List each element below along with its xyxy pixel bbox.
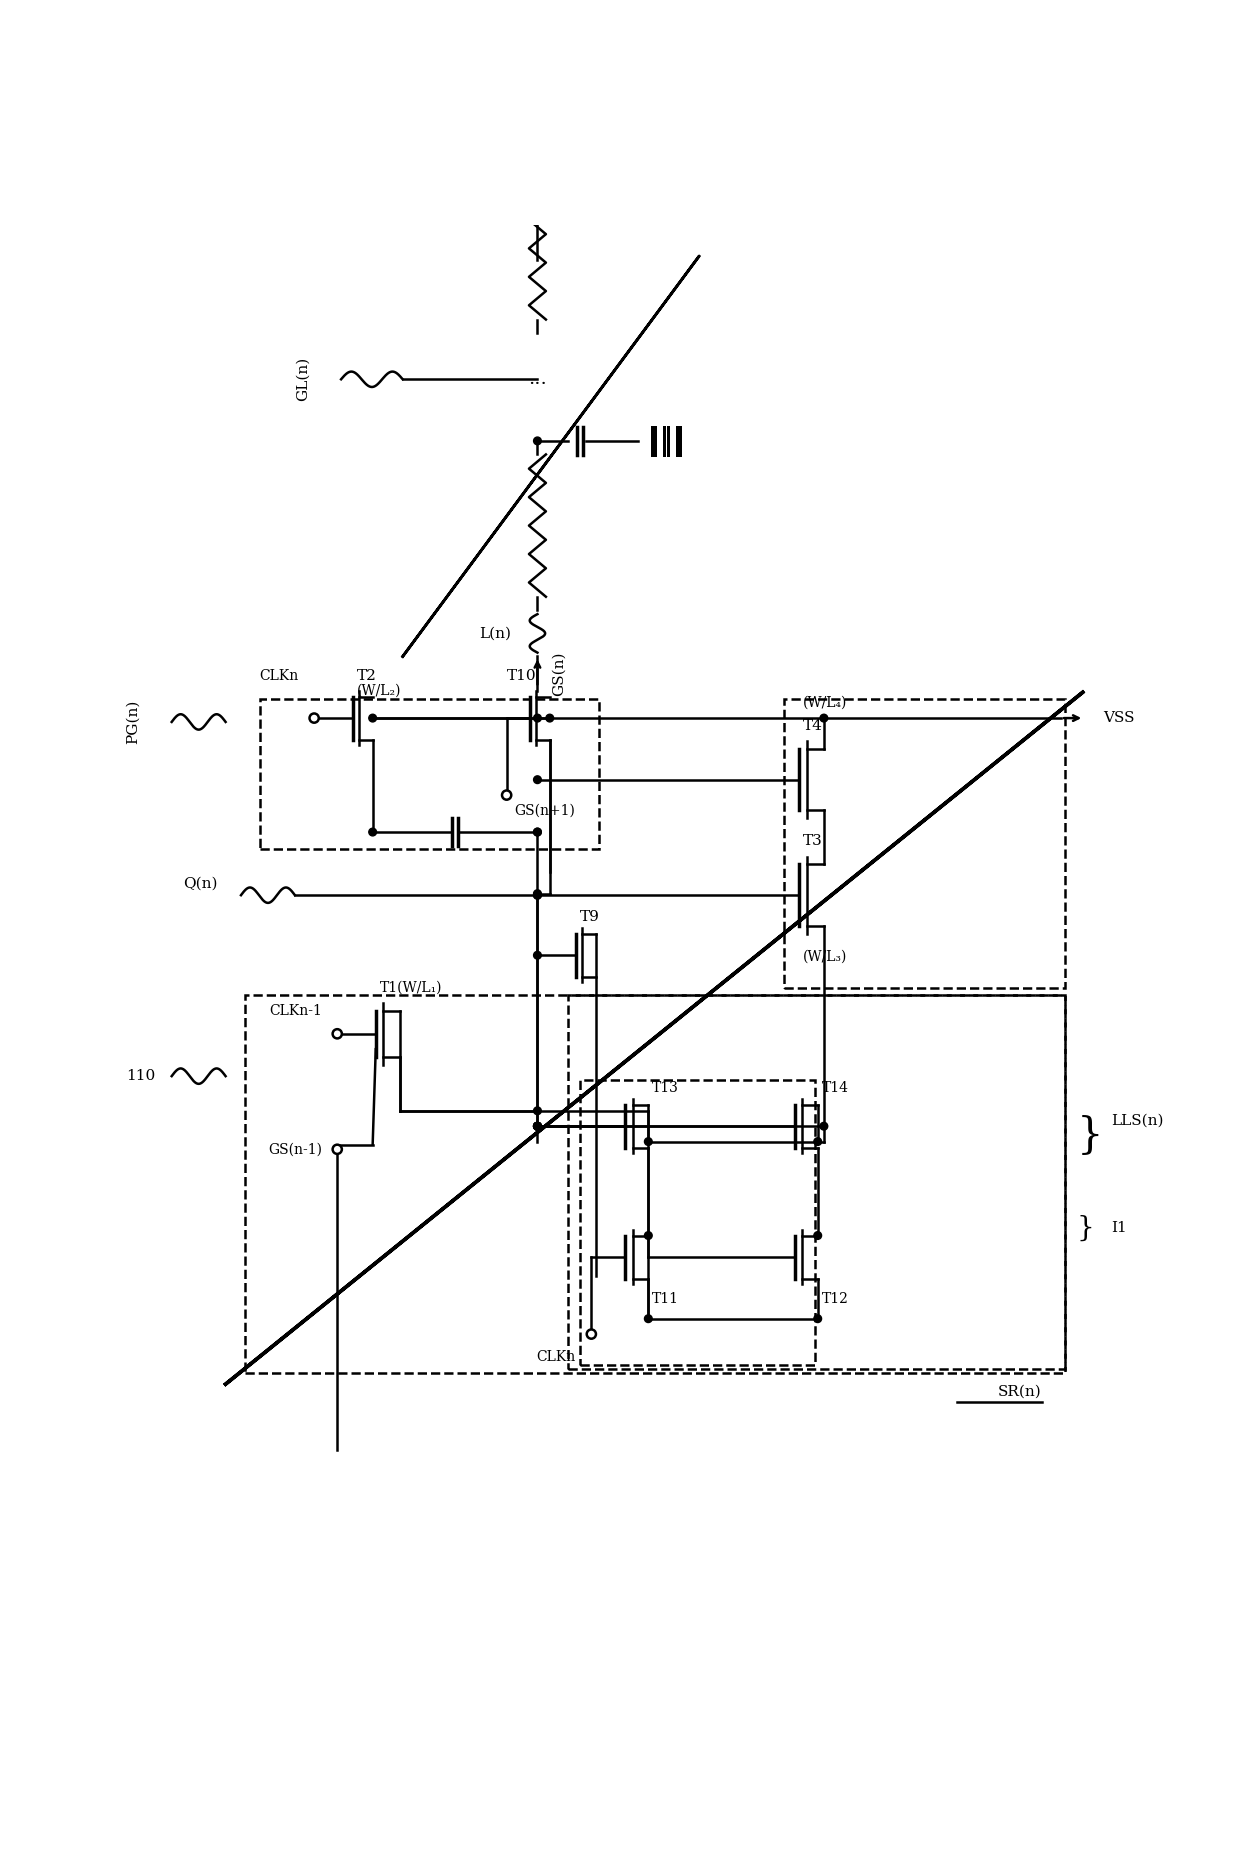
- Circle shape: [534, 1123, 541, 1130]
- Text: (W/L₃): (W/L₃): [803, 950, 848, 964]
- Circle shape: [534, 891, 541, 900]
- Text: GS(n-1): GS(n-1): [268, 1143, 322, 1156]
- Circle shape: [369, 715, 377, 722]
- Text: T13: T13: [652, 1081, 679, 1095]
- Bar: [580, 1080, 815, 1364]
- Text: CLKn: CLKn: [536, 1351, 577, 1364]
- Circle shape: [820, 715, 828, 722]
- Circle shape: [333, 1029, 342, 1038]
- Circle shape: [534, 1123, 541, 1130]
- Circle shape: [644, 1315, 652, 1323]
- Text: CLKn-1: CLKn-1: [269, 1003, 322, 1018]
- Bar: [568, 995, 1065, 1370]
- Text: }: }: [1076, 1214, 1094, 1242]
- Circle shape: [534, 1123, 541, 1130]
- Circle shape: [534, 891, 541, 898]
- Circle shape: [814, 1138, 821, 1145]
- Text: (W/L₂): (W/L₂): [357, 685, 401, 698]
- Text: T11: T11: [652, 1293, 679, 1306]
- Text: GS(n): GS(n): [551, 651, 565, 696]
- Text: CLKn: CLKn: [260, 668, 299, 683]
- Circle shape: [333, 1145, 342, 1154]
- Circle shape: [534, 1123, 541, 1130]
- Text: LLS(n): LLS(n): [1112, 1113, 1163, 1128]
- Circle shape: [369, 829, 377, 836]
- Circle shape: [534, 891, 541, 900]
- Text: ...: ...: [528, 370, 546, 389]
- Circle shape: [534, 829, 541, 836]
- Circle shape: [534, 1123, 541, 1130]
- Circle shape: [502, 790, 511, 799]
- Text: }: }: [1076, 1115, 1103, 1156]
- Circle shape: [820, 1123, 828, 1130]
- Circle shape: [534, 159, 541, 168]
- Text: GS(n+1): GS(n+1): [515, 803, 575, 818]
- Text: (W/L₄): (W/L₄): [803, 696, 848, 709]
- Text: T9: T9: [580, 909, 599, 924]
- Circle shape: [534, 950, 541, 960]
- Circle shape: [814, 1231, 821, 1239]
- Circle shape: [534, 776, 541, 784]
- Circle shape: [644, 1231, 652, 1239]
- Circle shape: [546, 715, 554, 722]
- Text: T14: T14: [821, 1081, 849, 1095]
- Text: T12: T12: [821, 1293, 849, 1306]
- Circle shape: [814, 1315, 821, 1323]
- Text: 110: 110: [127, 1068, 156, 1083]
- Text: PG(n): PG(n): [126, 700, 141, 745]
- Circle shape: [534, 438, 541, 445]
- Text: T10: T10: [507, 668, 536, 683]
- Text: T3: T3: [803, 834, 823, 848]
- Text: SR(n): SR(n): [999, 1385, 1041, 1400]
- Bar: [245, 995, 1065, 1373]
- Circle shape: [534, 715, 541, 722]
- Text: L(n): L(n): [479, 627, 511, 640]
- Circle shape: [644, 1138, 652, 1145]
- Circle shape: [587, 1330, 595, 1340]
- Text: I1: I1: [1112, 1222, 1127, 1235]
- Text: VSS: VSS: [1103, 711, 1135, 726]
- Bar: [260, 700, 599, 849]
- Text: T2: T2: [357, 668, 377, 683]
- Text: T4: T4: [803, 718, 823, 733]
- Text: Q(n): Q(n): [183, 877, 217, 891]
- Circle shape: [534, 1123, 541, 1130]
- Circle shape: [309, 713, 319, 722]
- Text: T1(W/L₁): T1(W/L₁): [379, 980, 442, 995]
- Circle shape: [534, 829, 541, 836]
- Text: GL(n): GL(n): [295, 357, 309, 402]
- Bar: [784, 700, 1065, 988]
- Circle shape: [534, 1108, 541, 1115]
